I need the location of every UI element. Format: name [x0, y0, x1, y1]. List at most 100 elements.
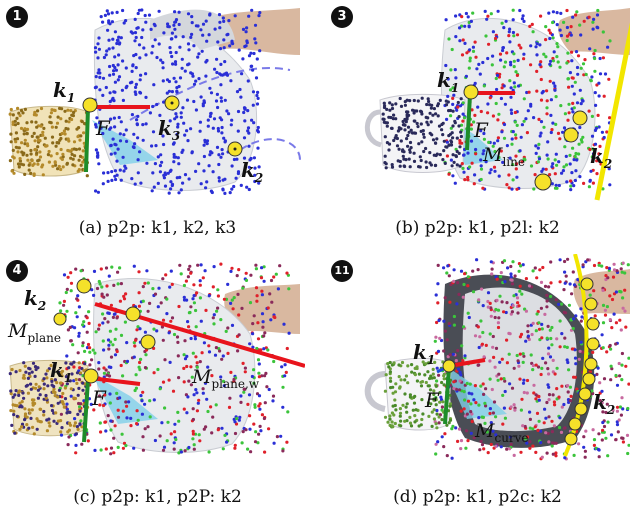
cloud-point: [563, 426, 567, 430]
cloud-point: [198, 279, 202, 283]
cloud-point: [433, 360, 437, 364]
cloud-point: [546, 367, 550, 371]
cloud-point: [477, 416, 481, 420]
cloud-point: [236, 349, 240, 353]
cloud-point: [169, 187, 173, 191]
cloud-point: [150, 144, 154, 148]
cloud-point: [458, 139, 462, 143]
cloud-point: [232, 377, 236, 382]
cloud-point: [462, 170, 466, 174]
cloud-point: [469, 123, 473, 127]
cloud-point: [172, 447, 176, 451]
cloud-point: [505, 51, 509, 55]
cloud-point: [250, 118, 254, 122]
cloud-point: [517, 304, 521, 308]
cloud-point: [226, 351, 230, 355]
cloud-point: [558, 416, 562, 420]
cloud-point: [545, 112, 549, 116]
cloud-point: [466, 151, 470, 155]
cloud-point: [600, 264, 604, 268]
cloud-point: [141, 390, 145, 394]
cloud-point: [491, 411, 495, 415]
cloud-point: [83, 362, 87, 366]
cloud-point: [493, 365, 497, 369]
cloud-point: [544, 431, 548, 435]
cloud-point: [589, 78, 593, 82]
cloud-point: [152, 327, 156, 331]
cloud-point: [141, 448, 145, 452]
cloud-point: [579, 102, 583, 106]
cloud-point: [397, 363, 401, 367]
cloud-point: [505, 447, 509, 451]
cloud-point: [449, 143, 454, 147]
cloud-point: [256, 358, 261, 362]
cloud-point: [436, 282, 440, 286]
cloud-point: [565, 180, 569, 184]
cloud-point: [173, 117, 177, 121]
cloud-point: [468, 165, 472, 169]
cloud-point: [442, 374, 446, 378]
cloud-point: [571, 146, 575, 150]
cloud-point: [450, 427, 454, 431]
cloud-point: [36, 388, 41, 392]
cloud-point: [253, 166, 257, 170]
cloud-point: [81, 160, 85, 164]
cloud-point: [63, 397, 68, 401]
cloud-point: [519, 46, 523, 50]
cloud-point: [459, 269, 464, 273]
cloud-point: [466, 284, 470, 288]
cloud-point: [548, 173, 552, 177]
cloud-point: [208, 13, 212, 17]
cloud-point: [152, 371, 156, 375]
cloud-point: [201, 391, 205, 395]
cloud-point: [15, 414, 19, 418]
cloud-point: [69, 339, 73, 343]
cloud-point: [161, 277, 165, 281]
cloud-point: [532, 116, 536, 120]
cloud-point: [522, 119, 526, 123]
cloud-point: [403, 128, 407, 132]
cloud-point: [79, 163, 83, 167]
cloud-point: [482, 137, 486, 141]
cloud-point: [558, 137, 562, 141]
cloud-point: [138, 368, 142, 372]
cloud-point: [570, 171, 574, 175]
cloud-point: [204, 308, 208, 312]
cloud-point: [454, 387, 458, 391]
cloud-point: [462, 116, 467, 120]
cloud-point: [466, 275, 470, 279]
cloud-point: [106, 179, 110, 183]
cloud-point: [248, 301, 253, 305]
cloud-point: [50, 408, 55, 413]
cloud-point: [59, 309, 63, 313]
cloud-point: [492, 400, 497, 404]
cloud-point: [124, 292, 128, 296]
cloud-point: [62, 299, 66, 303]
cloud-point: [113, 151, 117, 155]
cloud-point: [18, 427, 22, 431]
cloud-point: [138, 90, 142, 94]
cloud-point: [242, 110, 246, 115]
cloud-point: [57, 388, 62, 392]
cloud-point: [129, 424, 133, 428]
cloud-point: [512, 453, 516, 457]
cloud-point: [597, 455, 601, 459]
cloud-point: [251, 345, 255, 349]
cloud-point: [549, 98, 553, 102]
cloud-point: [493, 315, 497, 320]
cloud-point: [506, 266, 510, 270]
cloud-point: [191, 417, 195, 422]
cloud-point: [442, 349, 446, 353]
cloud-point: [435, 320, 439, 325]
cloud-point: [564, 274, 568, 278]
curve-keypoint: [574, 402, 588, 416]
cloud-point: [15, 404, 19, 408]
cloud-point: [32, 131, 36, 135]
cloud-point: [121, 374, 125, 378]
cloud-point: [144, 122, 148, 126]
cloud-point: [451, 102, 455, 106]
curve-keypoint: [568, 417, 582, 431]
cloud-point: [22, 132, 26, 136]
cloud-point: [176, 122, 180, 126]
cloud-point: [534, 45, 538, 49]
